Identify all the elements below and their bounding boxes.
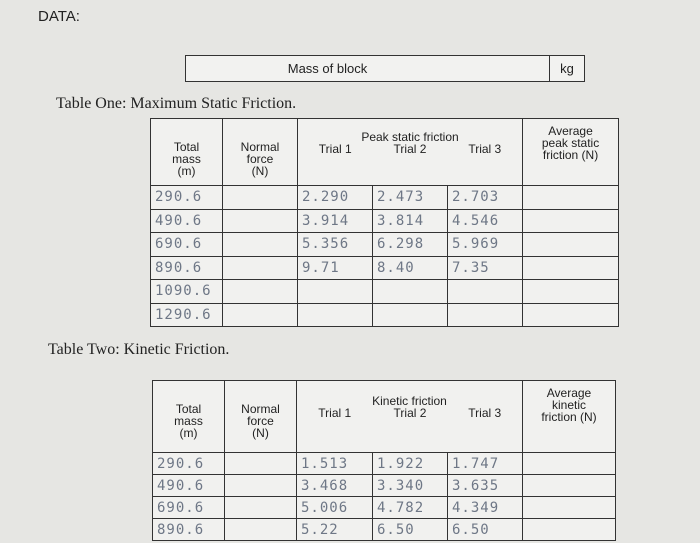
trial-header: Trial 2 <box>372 142 448 186</box>
empty-cell <box>522 518 616 541</box>
empty-cell <box>372 302 448 327</box>
data-row: 690.6 5.356 6.298 5.969 <box>150 232 620 257</box>
empty-cell <box>372 279 448 304</box>
data-row: 490.6 3.468 3.340 3.635 <box>152 474 616 497</box>
empty-cell <box>522 496 616 519</box>
empty-cell <box>224 474 297 497</box>
empty-cell <box>222 185 298 210</box>
empty-cell <box>224 452 297 475</box>
data-row: 890.6 5.22 6.50 6.50 <box>152 518 616 541</box>
trial-cell: 2.473 <box>372 185 448 210</box>
empty-cell <box>522 255 620 280</box>
empty-cell <box>297 279 373 304</box>
trial-cell: 2.290 <box>297 185 373 210</box>
table-container: Total mass (m) Normal force (N) Peak stati… <box>150 118 620 327</box>
empty-cell <box>222 208 298 233</box>
trial-cell: 1.922 <box>372 452 448 475</box>
trial-cell: 6.50 <box>447 518 523 541</box>
trial-header: Trial 3 <box>447 406 523 453</box>
average-header: Average peak static friction (N) <box>522 118 620 186</box>
trial-cell: 7.35 <box>446 255 524 280</box>
mass-cell: 1290.6 <box>150 302 223 327</box>
trial-cell: 3.814 <box>372 208 448 233</box>
trial-cell: 1.513 <box>296 452 373 475</box>
mass-box: Mass of block kg <box>185 55 585 82</box>
trial-cell: 3.340 <box>372 474 448 497</box>
empty-cell <box>222 279 298 304</box>
normal-header: Normal force (N) <box>222 118 298 186</box>
trial-cell: 8.40 <box>372 255 448 280</box>
data-row: 1290.6 <box>150 302 620 327</box>
trial-cell: 4.349 <box>447 496 523 519</box>
trial-cell: 4.546 <box>446 208 524 233</box>
trial-cell: 6.298 <box>372 232 448 257</box>
empty-cell <box>522 185 620 210</box>
group-header: Peak static friction <box>296 118 524 143</box>
header-row: Total mass (m) Normal force (N) Kinetic fr… <box>152 380 616 453</box>
data-row: 690.6 5.006 4.782 4.349 <box>152 496 616 519</box>
data-row: 1090.6 <box>150 279 620 304</box>
table-container: Total mass (m) Normal force (N) Kinetic fr… <box>152 380 616 541</box>
empty-cell <box>522 232 620 257</box>
trial-header: Trial 1 <box>297 142 373 186</box>
table-title: Table Two: Kinetic Friction. <box>48 341 230 358</box>
trial-cell: 2.703 <box>446 185 524 210</box>
trial-cell: 5.356 <box>297 232 373 257</box>
empty-cell <box>297 302 373 327</box>
mass-cell: 490.6 <box>152 474 225 497</box>
normal-header: Normal force (N) <box>224 380 297 453</box>
data-table: Total mass (m) Normal force (N) Kinetic fr… <box>152 380 616 541</box>
mass-header: Total mass (m) <box>152 380 225 453</box>
mass-cell: 1090.6 <box>150 279 223 304</box>
trial-cell: 4.782 <box>372 496 448 519</box>
trial-cell: 3.635 <box>447 474 523 497</box>
mass-cell: 890.6 <box>150 255 223 280</box>
mass-cell: 690.6 <box>150 232 223 257</box>
trial-header: Trial 2 <box>372 406 448 453</box>
data-table: Total mass (m) Normal force (N) Peak stati… <box>150 118 620 327</box>
empty-cell <box>522 452 616 475</box>
mass-cell: 890.6 <box>152 518 225 541</box>
trial-cell: 6.50 <box>372 518 448 541</box>
trial-cell: 3.468 <box>296 474 373 497</box>
header-row: Total mass (m) Normal force (N) Peak stati… <box>150 118 620 186</box>
average-header: Average kinetic friction (N) <box>522 380 616 453</box>
mass-cell: 690.6 <box>152 496 225 519</box>
trial-cell: 9.71 <box>297 255 373 280</box>
trial-cell: 5.969 <box>446 232 524 257</box>
group-header: Kinetic friction <box>296 380 523 407</box>
empty-cell <box>446 302 524 327</box>
table-title: Table One: Maximum Static Friction. <box>56 95 297 112</box>
data-row: 290.6 2.290 2.473 2.703 <box>150 185 620 210</box>
mass-cell: 290.6 <box>150 185 223 210</box>
data-row: 890.6 9.71 8.40 7.35 <box>150 255 620 280</box>
empty-cell <box>222 255 298 280</box>
empty-cell <box>224 518 297 541</box>
empty-cell <box>224 496 297 519</box>
mass-label: Mass of block <box>287 61 368 76</box>
trial-cell: 1.747 <box>447 452 523 475</box>
mass-cell: 290.6 <box>152 452 225 475</box>
trial-header: Trial 3 <box>447 142 524 186</box>
header-row: Trial 1 Trial 2 Trial 3 <box>151 142 619 186</box>
trial-cell: 3.914 <box>297 208 373 233</box>
mass-unit: kg <box>549 56 584 81</box>
trial-cell: 5.006 <box>296 496 373 519</box>
empty-cell <box>522 474 616 497</box>
data-row: 490.6 3.914 3.814 4.546 <box>150 208 620 233</box>
mass-header: Total mass (m) <box>150 118 223 186</box>
empty-cell <box>522 208 620 233</box>
mass-cell: 490.6 <box>150 208 223 233</box>
empty-cell <box>222 302 298 327</box>
header-row: Trial 1 Trial 2 Trial 3 <box>153 406 616 453</box>
data-row: 290.6 1.513 1.922 1.747 <box>152 452 616 475</box>
empty-cell <box>222 232 298 257</box>
data-heading: DATA: <box>38 8 80 25</box>
trial-cell: 5.22 <box>296 518 373 541</box>
trial-header: Trial 1 <box>296 406 373 453</box>
empty-cell <box>522 279 620 304</box>
empty-cell <box>446 279 524 304</box>
empty-cell <box>522 302 620 327</box>
